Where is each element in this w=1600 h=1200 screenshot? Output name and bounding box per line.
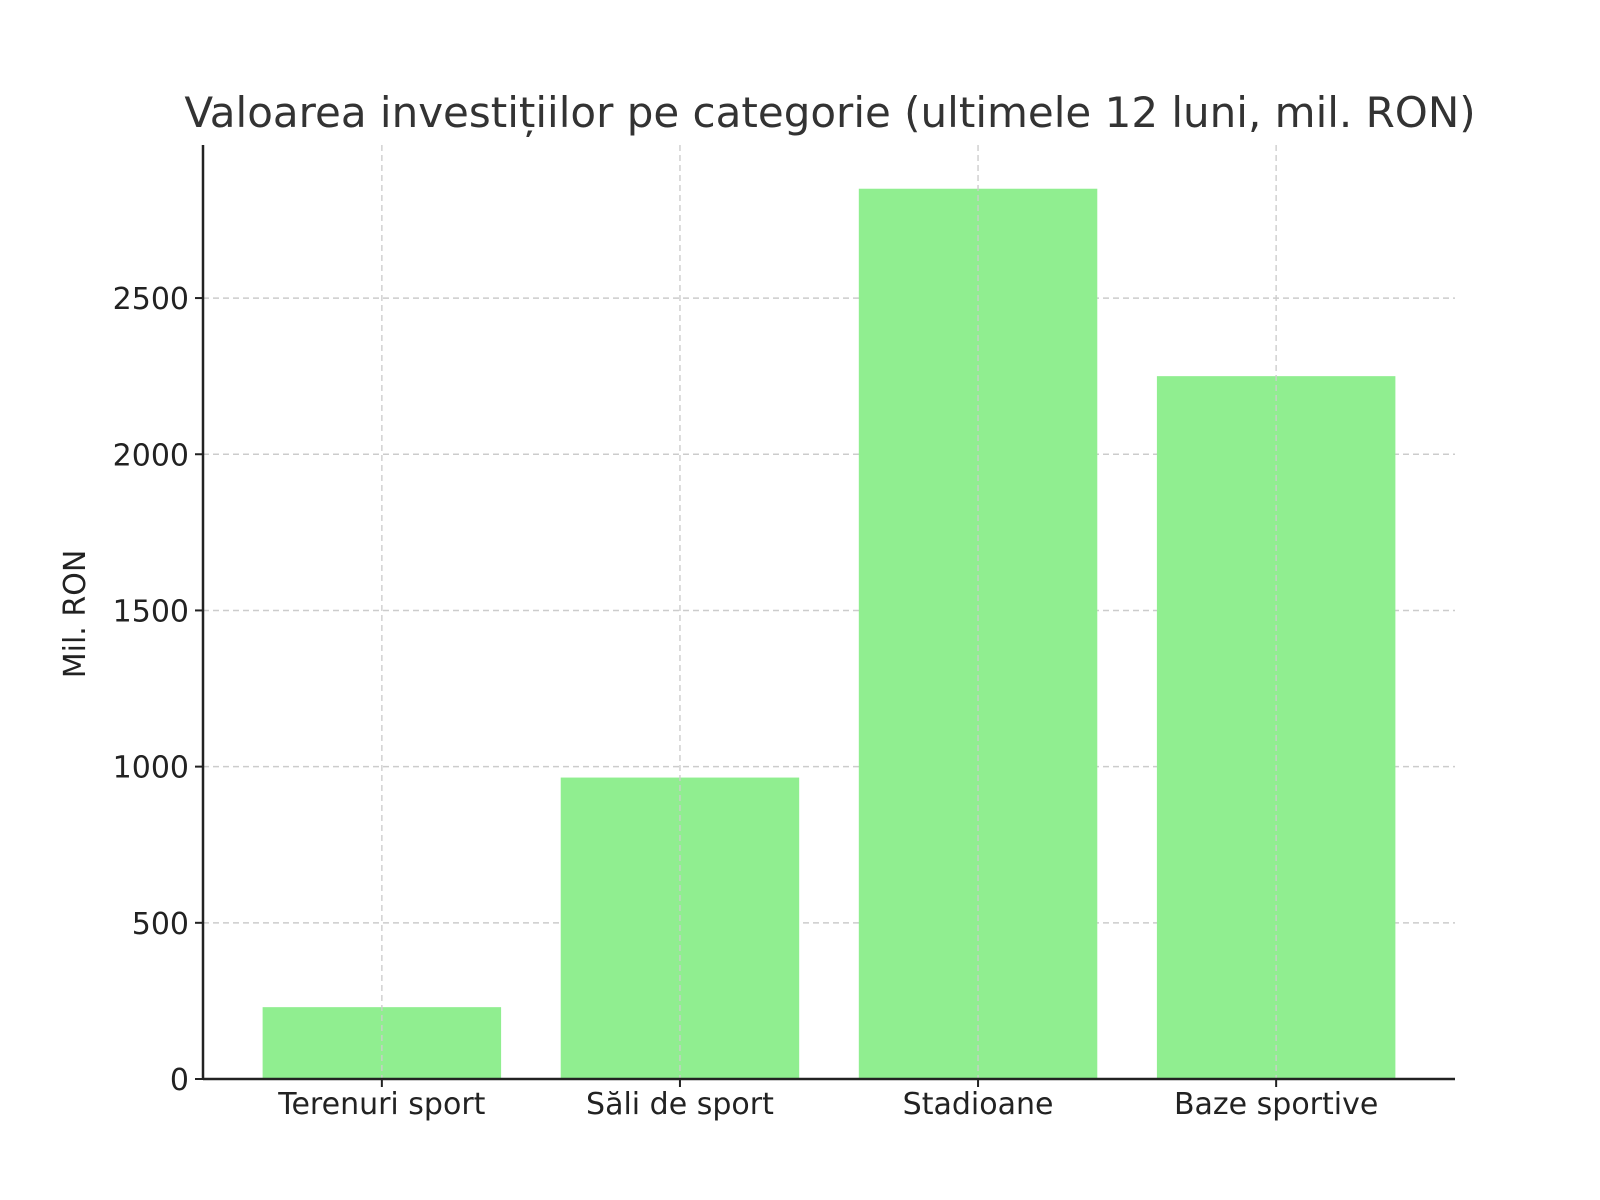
y-tick-label: 2500: [113, 282, 189, 317]
y-tick-label: 1000: [113, 751, 189, 786]
y-tick-label: 1500: [113, 594, 189, 629]
chart-title: Valoarea investițiilor pe categorie (ult…: [184, 88, 1475, 137]
x-tick-label: Săli de sport: [586, 1087, 774, 1122]
y-tick-label: 2000: [113, 438, 189, 473]
y-tick-label: 500: [132, 907, 189, 942]
bars: [262, 188, 1396, 1080]
y-tick-label: 0: [170, 1063, 189, 1098]
x-tick-label: Terenuri sport: [277, 1087, 485, 1122]
tick-labels: 0 500 1000 1500 2000 2500 Terenuri sport Săli d…: [113, 282, 1379, 1122]
y-axis-label: Mil. RON: [58, 550, 93, 679]
vertical-grid-lines: [381, 145, 1277, 1079]
axes: [195, 145, 1455, 1087]
x-tick-label: Baze sportive: [1174, 1087, 1378, 1122]
x-tick-label: Stadioane: [903, 1087, 1054, 1122]
